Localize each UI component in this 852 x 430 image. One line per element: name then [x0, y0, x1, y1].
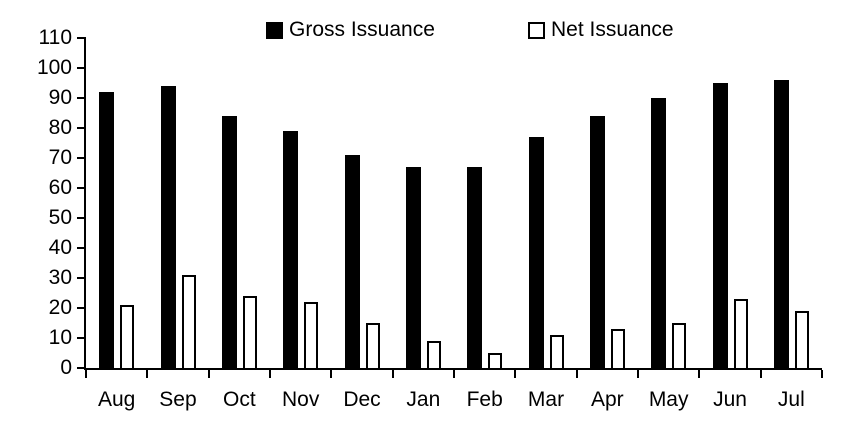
legend-label-net-issuance: Net Issuance: [551, 18, 674, 41]
bar-gross-issuance-may: [651, 98, 667, 368]
bar-gross-issuance-oct: [221, 116, 237, 368]
y-axis-label: 110: [38, 26, 72, 49]
y-tick: [77, 67, 86, 69]
x-tick: [514, 370, 517, 378]
y-axis-label: 90: [48, 86, 72, 109]
x-tick: [453, 370, 455, 378]
y-axis-label: 70: [48, 146, 72, 169]
legend-item-net-issuance: Net Issuance: [528, 19, 674, 41]
y-axis-label: 20: [48, 296, 72, 319]
y-tick: [77, 277, 86, 279]
y-tick: [77, 307, 86, 309]
bar-net-issuance-jan: [426, 341, 441, 368]
x-axis-label-jun: Jun: [713, 388, 747, 411]
x-tick: [146, 370, 149, 378]
bar-net-issuance-mar: [549, 335, 564, 368]
net-issuance-swatch-icon: [528, 21, 545, 39]
x-tick: [759, 370, 762, 378]
y-axis-label: 30: [48, 266, 72, 289]
bar-net-issuance-oct: [242, 296, 257, 368]
x-axis-label-apr: Apr: [590, 388, 624, 411]
bar-net-issuance-jun: [733, 299, 748, 368]
bar-net-issuance-jul: [794, 311, 809, 368]
bar-gross-issuance-apr: [589, 116, 605, 368]
x-axis-label-dec: Dec: [343, 388, 381, 411]
bar-gross-issuance-sep: [160, 86, 176, 368]
bar-gross-issuance-dec: [344, 155, 360, 368]
y-tick: [77, 337, 86, 339]
bar-gross-issuance-jan: [405, 167, 421, 368]
y-tick: [77, 97, 86, 99]
bar-gross-issuance-feb: [467, 167, 483, 368]
x-axis-label-oct: Oct: [222, 388, 256, 411]
bar-gross-issuance-mar: [528, 137, 544, 368]
x-axis-label-sep: Sep: [159, 388, 197, 411]
x-axis-label-jul: Jul: [777, 388, 805, 411]
plot-area: [86, 38, 822, 368]
bar-gross-issuance-jul: [773, 80, 789, 368]
x-tick: [207, 370, 210, 378]
y-axis-label: 50: [48, 206, 72, 229]
y-tick: [77, 37, 86, 39]
bar-net-issuance-dec: [365, 323, 380, 368]
x-axis-label-mar: Mar: [527, 388, 565, 411]
y-tick: [77, 127, 86, 129]
bar-gross-issuance-nov: [283, 131, 299, 368]
x-axis-line: [84, 368, 822, 370]
bar-net-issuance-feb: [488, 353, 503, 368]
bar-net-issuance-may: [672, 323, 687, 368]
gross-issuance-swatch-icon: [266, 21, 283, 39]
x-axis-label-nov: Nov: [281, 388, 320, 411]
y-tick: [77, 217, 86, 219]
y-axis-line: [84, 37, 86, 370]
x-axis-label-may: May: [648, 388, 689, 411]
bar-gross-issuance-jun: [712, 83, 728, 368]
x-tick: [698, 370, 701, 378]
x-tick: [391, 370, 394, 378]
legend-label-gross-issuance: Gross Issuance: [289, 18, 435, 41]
x-tick: [575, 370, 578, 378]
x-axis-label-aug: Aug: [97, 388, 136, 411]
bar-gross-issuance-aug: [99, 92, 115, 368]
x-tick: [330, 370, 333, 378]
y-axis-label: 60: [48, 176, 72, 199]
y-axis-label: 10: [48, 326, 72, 349]
bar-net-issuance-aug: [120, 305, 135, 368]
legend-item-gross-issuance: Gross Issuance: [266, 19, 435, 41]
y-tick: [77, 247, 86, 249]
x-tick: [269, 370, 271, 378]
y-axis-label: 80: [48, 116, 72, 139]
bar-net-issuance-apr: [610, 329, 625, 368]
y-axis-label: 0: [60, 356, 72, 379]
y-tick: [77, 187, 86, 189]
bar-net-issuance-sep: [181, 275, 196, 368]
bar-net-issuance-nov: [304, 302, 319, 368]
y-tick: [77, 157, 86, 159]
x-tick: [637, 370, 639, 378]
x-tick: [85, 370, 87, 378]
x-axis-label-jan: Jan: [406, 388, 441, 411]
x-tick: [821, 370, 823, 378]
y-axis-label: 100: [36, 56, 72, 79]
x-axis-label-feb: Feb: [466, 388, 503, 411]
y-axis-label: 40: [48, 236, 72, 259]
y-tick: [77, 367, 86, 369]
